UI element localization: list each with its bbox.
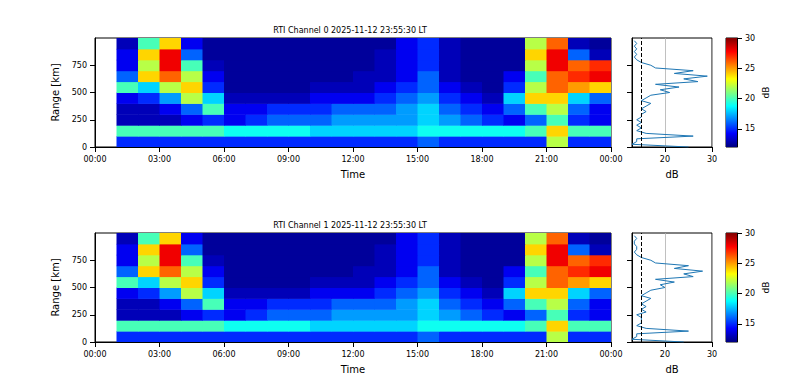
svg-text:15: 15 xyxy=(745,124,755,133)
svg-text:00:00: 00:00 xyxy=(599,350,622,359)
svg-text:dB: dB xyxy=(665,169,678,180)
svg-text:25: 25 xyxy=(745,64,755,73)
svg-text:30: 30 xyxy=(745,229,755,238)
svg-text:0: 0 xyxy=(82,143,87,152)
svg-text:21:00: 21:00 xyxy=(535,350,558,359)
svg-text:20: 20 xyxy=(745,289,755,298)
svg-text:dB: dB xyxy=(761,87,771,99)
svg-text:12:00: 12:00 xyxy=(341,155,364,164)
svg-text:dB: dB xyxy=(761,282,771,294)
svg-text:750: 750 xyxy=(72,256,87,265)
svg-text:Range [km]: Range [km] xyxy=(50,63,61,121)
svg-text:06:00: 06:00 xyxy=(212,350,235,359)
svg-text:18:00: 18:00 xyxy=(470,350,493,359)
svg-text:RTI Channel 1 2025-11-12 23:55: RTI Channel 1 2025-11-12 23:55:30 LT xyxy=(273,221,427,230)
svg-text:500: 500 xyxy=(72,283,87,292)
svg-text:30: 30 xyxy=(707,155,717,164)
svg-text:15: 15 xyxy=(745,319,755,328)
svg-text:09:00: 09:00 xyxy=(277,155,300,164)
svg-text:20: 20 xyxy=(745,94,755,103)
svg-text:15:00: 15:00 xyxy=(406,155,429,164)
svg-text:Time: Time xyxy=(340,169,365,180)
svg-text:Time: Time xyxy=(340,364,365,375)
svg-text:RTI Channel 0 2025-11-12 23:55: RTI Channel 0 2025-11-12 23:55:30 LT xyxy=(273,26,427,35)
svg-text:00:00: 00:00 xyxy=(83,155,106,164)
svg-text:09:00: 09:00 xyxy=(277,350,300,359)
svg-text:25: 25 xyxy=(745,259,755,268)
svg-text:30: 30 xyxy=(707,350,717,359)
svg-text:250: 250 xyxy=(72,310,87,319)
svg-text:Range [km]: Range [km] xyxy=(50,258,61,316)
svg-text:20: 20 xyxy=(660,350,670,359)
svg-text:06:00: 06:00 xyxy=(212,155,235,164)
svg-text:00:00: 00:00 xyxy=(83,350,106,359)
svg-text:30: 30 xyxy=(745,34,755,43)
svg-text:12:00: 12:00 xyxy=(341,350,364,359)
svg-text:21:00: 21:00 xyxy=(535,155,558,164)
svg-text:00:00: 00:00 xyxy=(599,155,622,164)
svg-text:750: 750 xyxy=(72,61,87,70)
svg-text:dB: dB xyxy=(665,364,678,375)
svg-text:03:00: 03:00 xyxy=(148,350,171,359)
svg-text:250: 250 xyxy=(72,115,87,124)
svg-text:03:00: 03:00 xyxy=(148,155,171,164)
svg-text:15:00: 15:00 xyxy=(406,350,429,359)
svg-text:18:00: 18:00 xyxy=(470,155,493,164)
svg-text:500: 500 xyxy=(72,88,87,97)
svg-text:0: 0 xyxy=(82,338,87,347)
svg-text:20: 20 xyxy=(660,155,670,164)
